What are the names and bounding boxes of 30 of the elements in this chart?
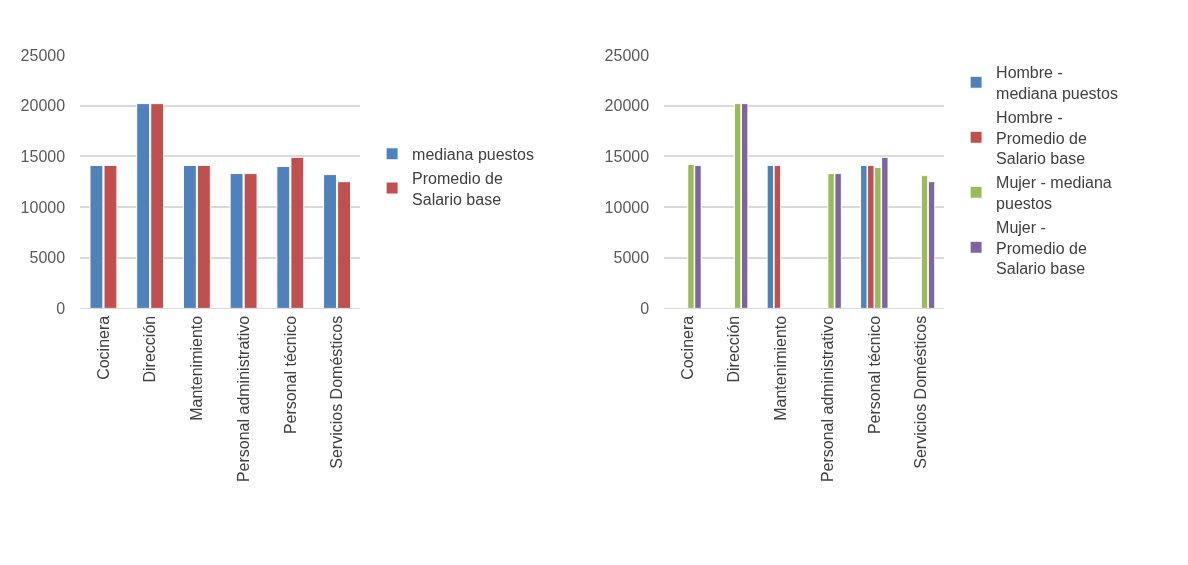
x-tick-label: Dirección (725, 315, 743, 383)
x-tick-label: Servicios Domésticos (328, 315, 346, 469)
y-tick-label: 15000 (604, 147, 650, 165)
legend-label: Mujer - Promedio de Salario base (996, 218, 1087, 278)
y-tick-label: 20000 (604, 97, 650, 115)
y-tick-label: 5000 (613, 249, 650, 267)
x-tick-label: Mantenimiento (188, 315, 206, 421)
y-tick-label: 10000 (20, 198, 66, 216)
legend-label: Promedio de Salario base (412, 169, 503, 208)
y-tick-label: 10000 (604, 198, 650, 216)
legend-label: Mujer - mediana puestos (996, 174, 1112, 212)
y-tick-label: 20000 (20, 97, 66, 115)
x-tick-label: Servicios Domésticos (912, 315, 930, 469)
legend-label: mediana puestos (412, 146, 534, 164)
x-tick-label: Personal administrativo (818, 315, 836, 483)
y-tick-label: 15000 (20, 147, 66, 165)
y-tick-label: 25000 (604, 46, 650, 64)
legend-label: Hombre - mediana puestos (996, 64, 1118, 102)
x-tick-label: Personal técnico (281, 315, 299, 435)
y-tick-label: 5000 (29, 249, 66, 267)
x-tick-label: Personal técnico (865, 315, 883, 435)
x-tick-label: Dirección (141, 315, 159, 383)
x-tick-label: Personal administrativo (234, 315, 252, 483)
y-tick-label: 25000 (20, 46, 66, 64)
legend-label: Hombre - Promedio de Salario base (996, 108, 1087, 168)
x-tick-label: Mantenimiento (772, 315, 790, 421)
y-tick-label: 0 (640, 300, 650, 317)
x-tick-label: Cocinera (94, 315, 112, 380)
x-tick-label: Cocinera (678, 315, 696, 380)
y-tick-label: 0 (56, 300, 66, 317)
